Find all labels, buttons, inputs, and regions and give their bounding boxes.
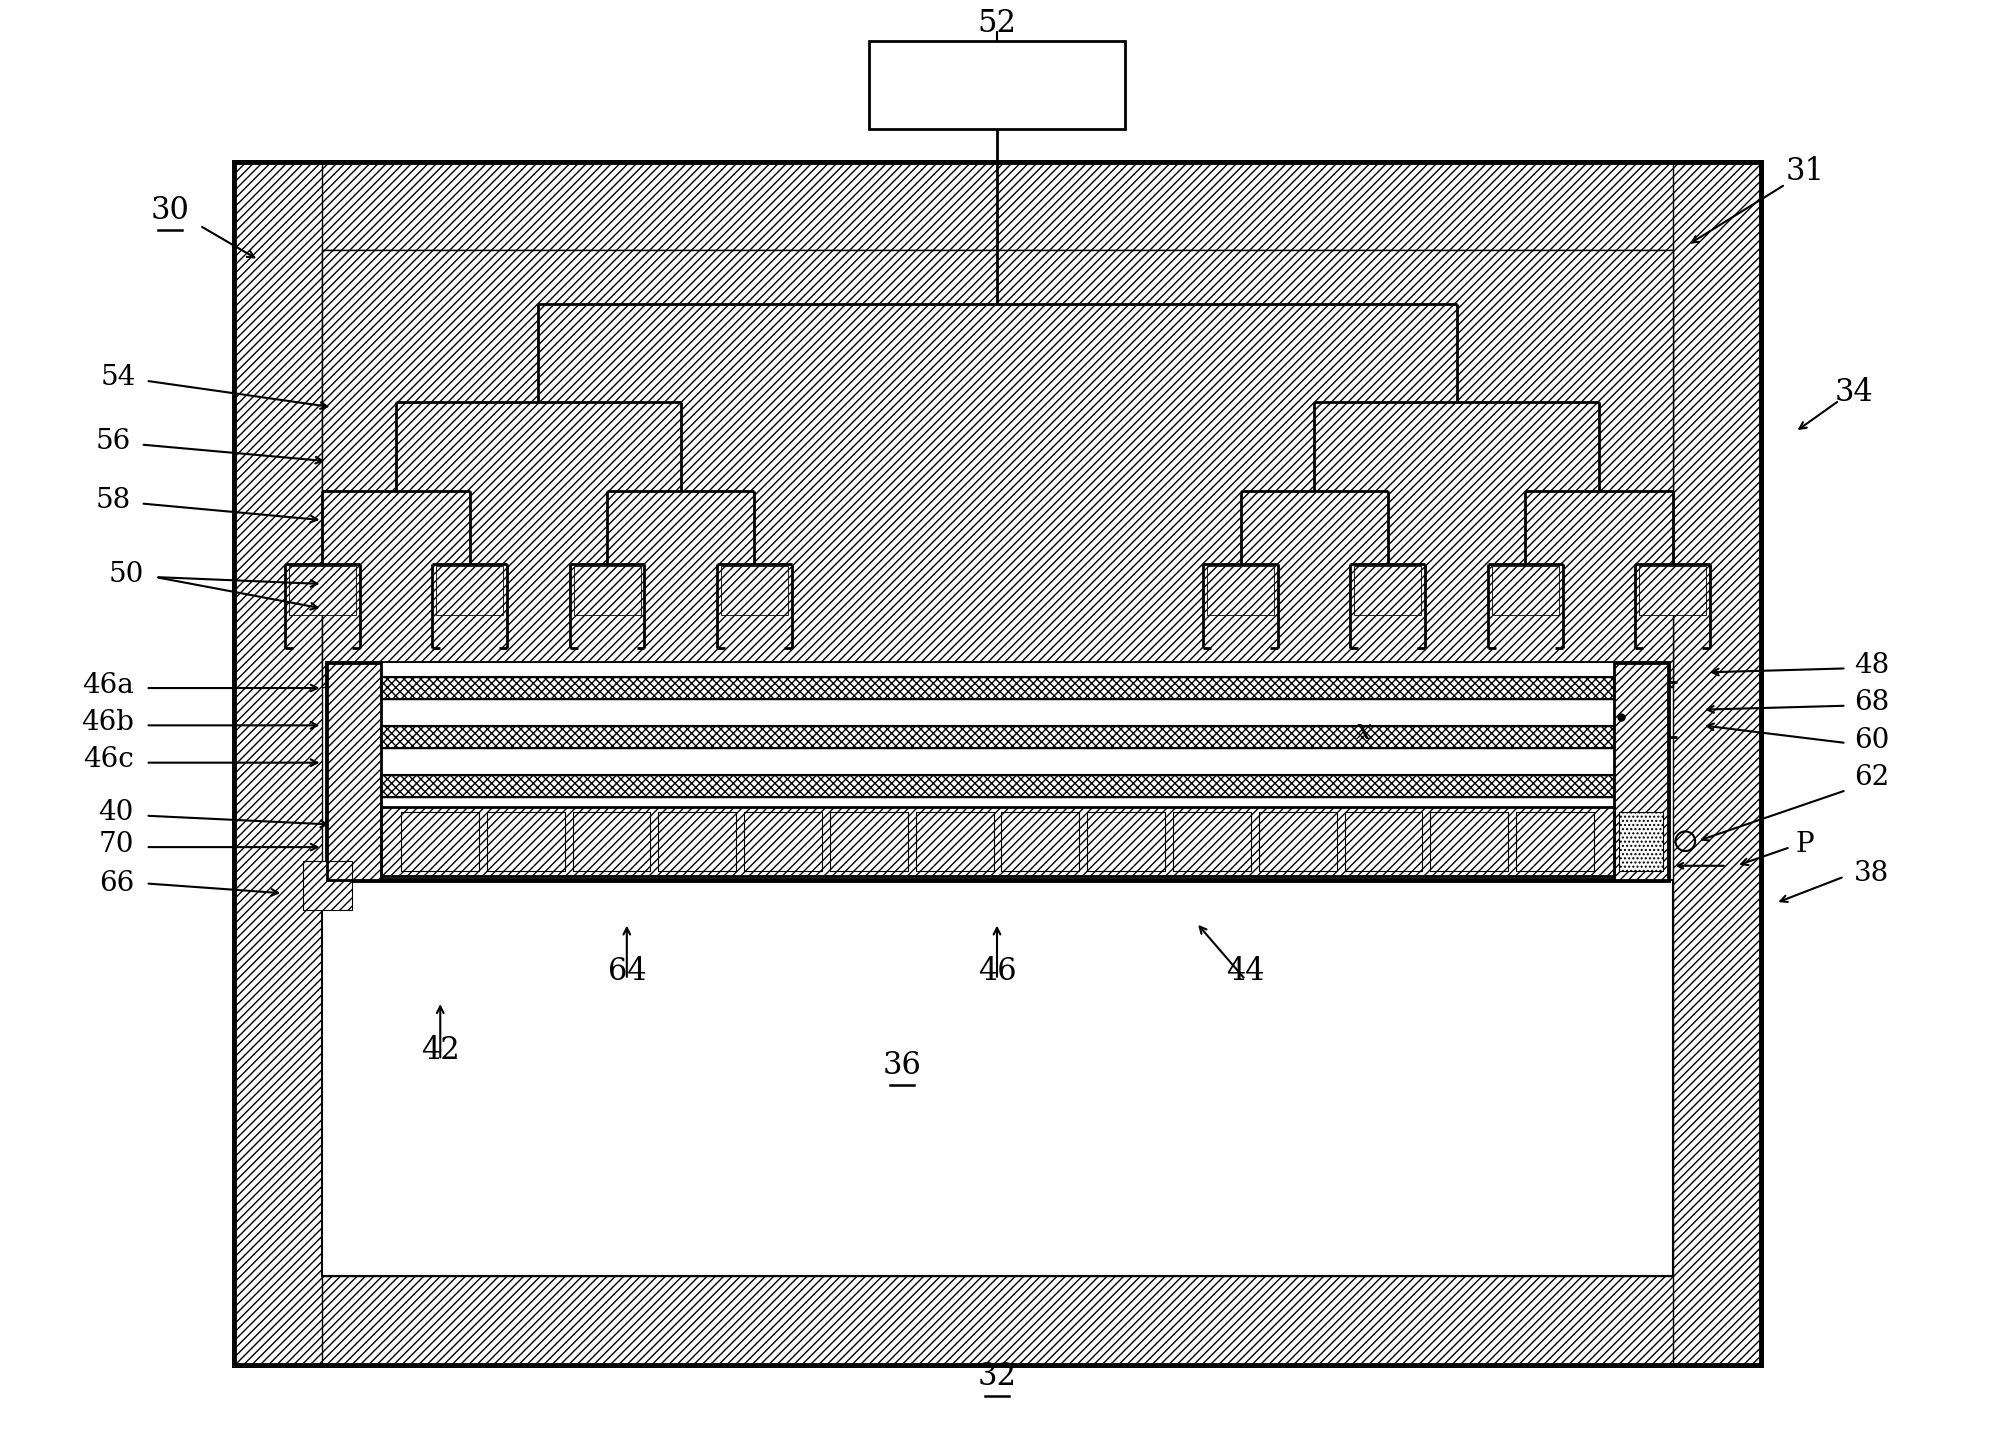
Bar xyxy=(744,811,822,871)
Bar xyxy=(1258,811,1336,871)
Text: 31: 31 xyxy=(1785,156,1825,188)
Text: 54: 54 xyxy=(100,365,136,391)
Text: 46a: 46a xyxy=(82,672,134,698)
Bar xyxy=(1613,663,1667,881)
Bar xyxy=(1430,811,1507,871)
Text: 64: 64 xyxy=(608,957,646,987)
Bar xyxy=(487,811,564,871)
Bar xyxy=(323,881,1673,1277)
Bar xyxy=(1673,161,1761,1364)
Bar xyxy=(1172,811,1250,871)
Bar xyxy=(323,250,1673,688)
Text: 62: 62 xyxy=(1854,763,1890,791)
Text: 42: 42 xyxy=(421,1035,461,1066)
Bar xyxy=(915,811,993,871)
Bar xyxy=(401,811,479,871)
Text: 32: 32 xyxy=(977,1361,1017,1391)
Text: 46c: 46c xyxy=(84,746,134,774)
Bar xyxy=(233,1277,1761,1364)
Bar xyxy=(1344,811,1422,871)
Text: 36: 36 xyxy=(881,1050,921,1080)
Bar xyxy=(1087,811,1164,871)
Bar xyxy=(658,811,736,871)
Bar xyxy=(1354,566,1422,615)
Text: 70: 70 xyxy=(98,830,134,858)
Bar xyxy=(1492,566,1559,615)
Bar xyxy=(869,41,1125,129)
Bar xyxy=(1515,811,1593,871)
Text: 60: 60 xyxy=(1854,727,1890,753)
Text: 30: 30 xyxy=(152,195,189,227)
Bar xyxy=(1515,811,1593,871)
Bar xyxy=(233,161,1761,1364)
Bar xyxy=(233,161,323,1364)
Bar xyxy=(289,566,355,615)
Text: 50: 50 xyxy=(108,561,144,587)
Bar xyxy=(233,161,1761,1364)
Bar xyxy=(381,775,1613,797)
Bar xyxy=(830,811,907,871)
Bar xyxy=(327,663,1667,881)
Bar xyxy=(381,678,1613,699)
Bar xyxy=(915,811,993,871)
Bar xyxy=(830,811,907,871)
Text: 34: 34 xyxy=(1834,377,1874,409)
Bar xyxy=(327,663,381,881)
Bar xyxy=(401,811,479,871)
Bar xyxy=(572,811,650,871)
Bar xyxy=(381,775,1613,797)
Bar xyxy=(381,807,1613,875)
Bar xyxy=(1258,811,1336,871)
Bar xyxy=(1639,566,1707,615)
Text: 52: 52 xyxy=(977,7,1017,39)
Bar xyxy=(722,566,788,615)
Bar xyxy=(1001,811,1079,871)
Bar xyxy=(658,811,736,871)
Bar xyxy=(437,566,502,615)
Bar xyxy=(381,727,1613,747)
Text: 56: 56 xyxy=(96,427,132,455)
Bar xyxy=(381,807,1613,875)
Bar xyxy=(572,811,650,871)
Text: 68: 68 xyxy=(1854,689,1890,717)
Text: 46b: 46b xyxy=(82,710,134,736)
Bar xyxy=(233,161,1761,250)
Bar xyxy=(744,811,822,871)
Bar xyxy=(574,566,640,615)
Text: P: P xyxy=(1795,830,1815,858)
Bar xyxy=(1613,663,1667,881)
Bar xyxy=(1344,811,1422,871)
Bar xyxy=(1430,811,1507,871)
Text: 40: 40 xyxy=(98,800,134,826)
Text: 58: 58 xyxy=(96,487,132,515)
Text: 44: 44 xyxy=(1226,957,1264,987)
Bar xyxy=(381,663,1613,678)
Text: 46: 46 xyxy=(977,957,1017,987)
Bar xyxy=(381,797,1613,807)
Bar xyxy=(487,811,564,871)
Bar xyxy=(1619,811,1663,871)
Bar xyxy=(303,861,351,910)
Bar xyxy=(1206,566,1274,615)
Bar xyxy=(381,678,1613,699)
Bar xyxy=(1001,811,1079,871)
Bar xyxy=(1087,811,1164,871)
Bar xyxy=(381,727,1613,747)
Text: x: x xyxy=(1356,718,1372,744)
Text: 38: 38 xyxy=(1854,861,1890,887)
Text: 48: 48 xyxy=(1854,651,1890,679)
Bar xyxy=(327,663,381,881)
Text: 66: 66 xyxy=(98,869,134,897)
Bar xyxy=(1172,811,1250,871)
